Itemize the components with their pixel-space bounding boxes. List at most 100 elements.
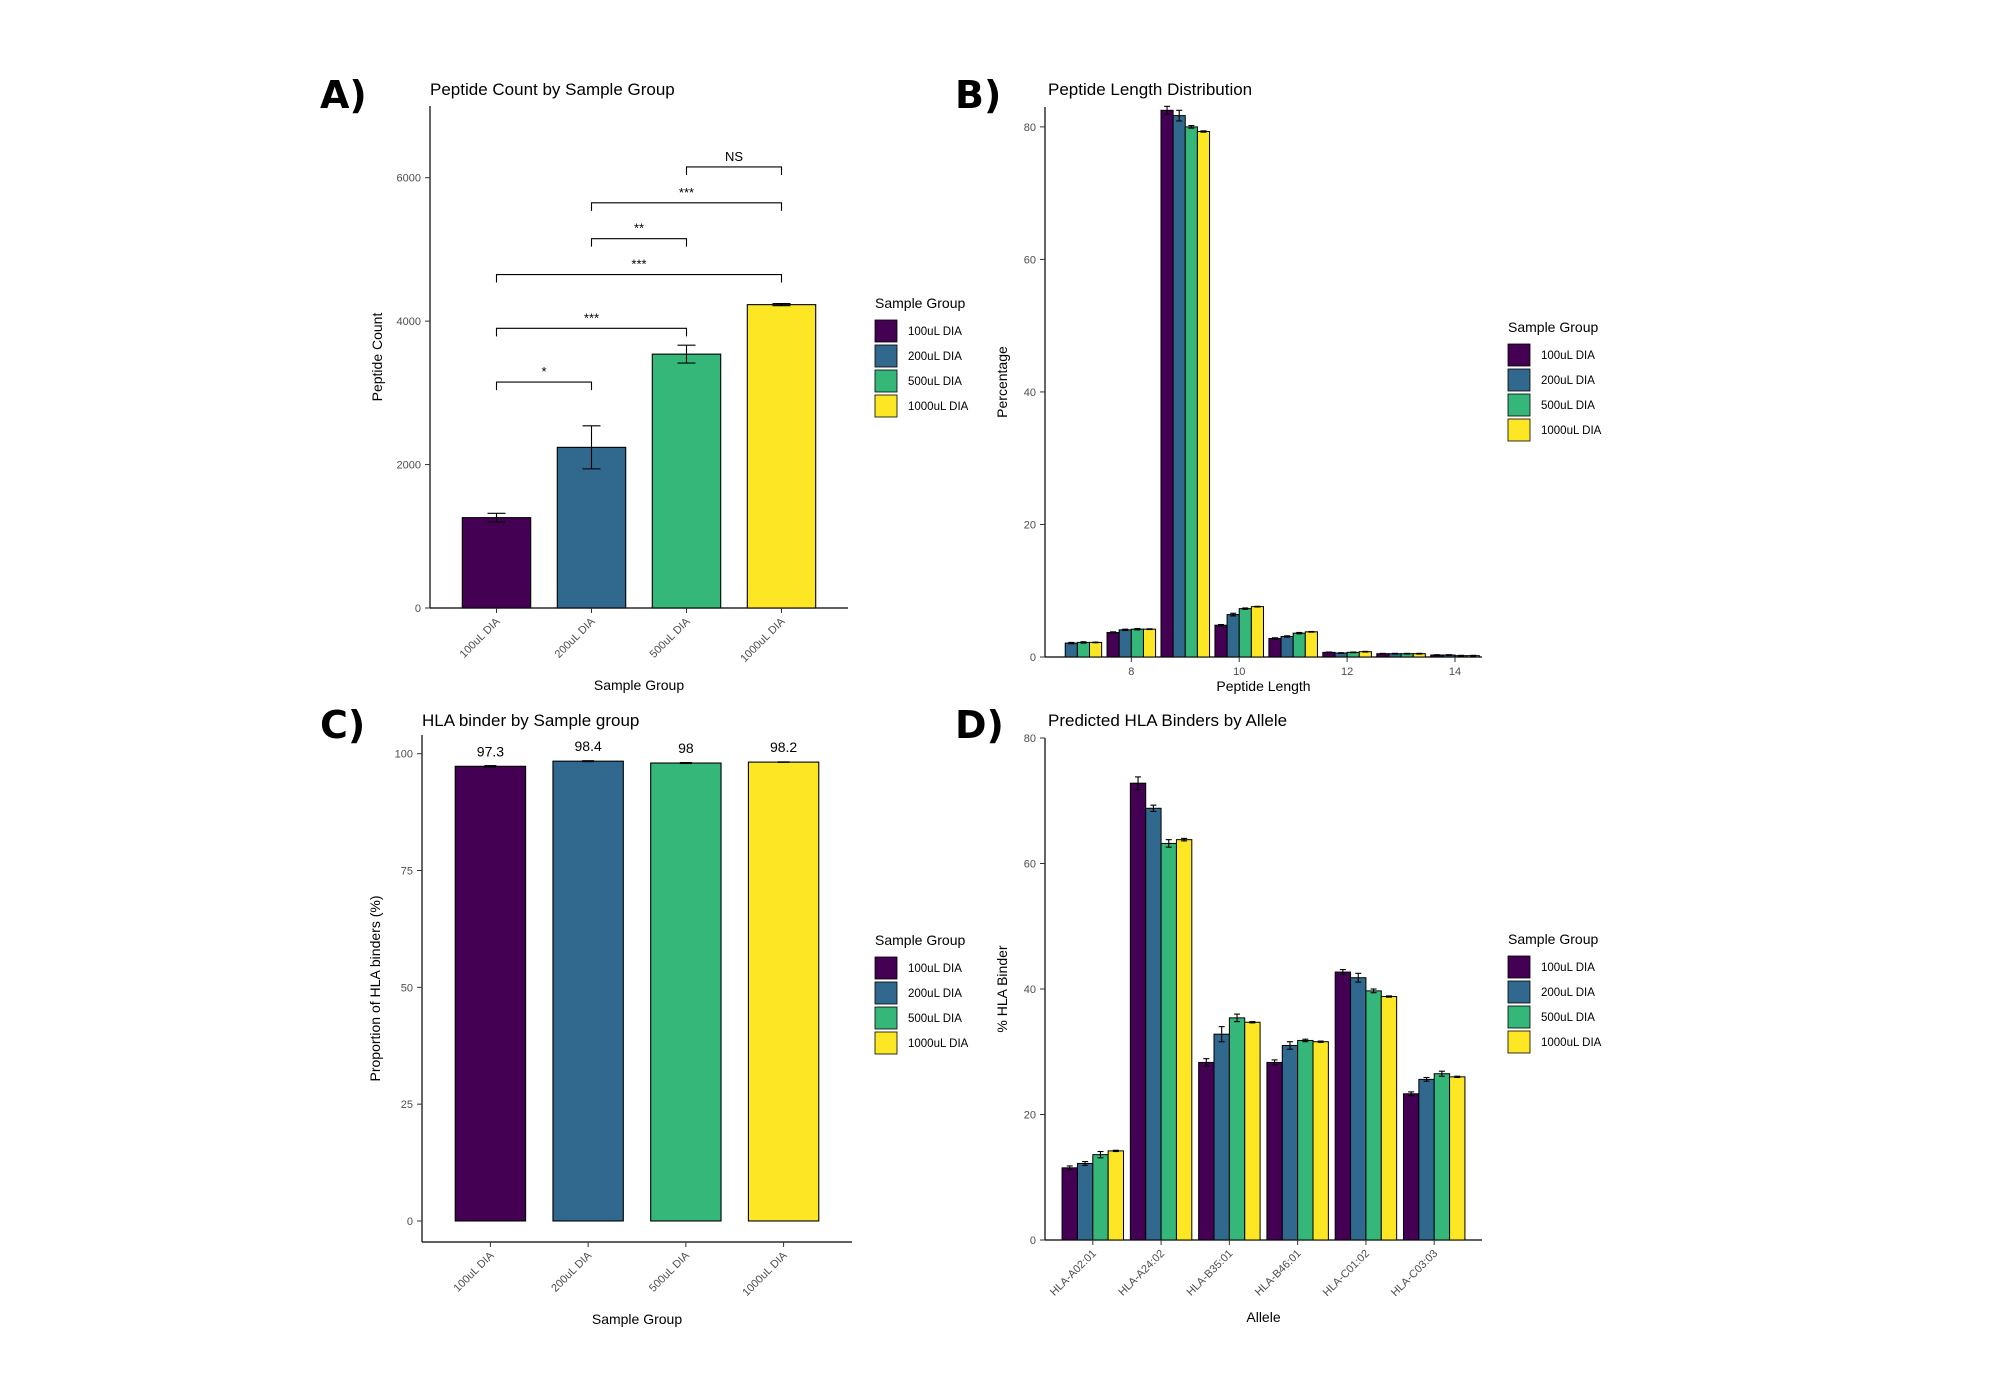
x-tick-label: HLA-C03:03	[1389, 1248, 1440, 1299]
legend-swatch	[874, 369, 898, 393]
significance-label: ***	[631, 257, 646, 272]
error-bar	[1080, 641, 1087, 644]
x-tick-label: 1000uL DIA	[738, 615, 788, 665]
error-bar	[772, 303, 791, 307]
bar	[1304, 631, 1318, 658]
bar	[1172, 115, 1186, 658]
bar	[1292, 632, 1306, 658]
error-bar	[1242, 607, 1249, 610]
legend-swatch	[1507, 955, 1531, 979]
panel-A: 0 2000 4000 6000 100uL DIA 200uL DIA 500uL DIA…	[320, 73, 969, 693]
error-bar	[1325, 651, 1332, 654]
y-tick-label: 75	[401, 866, 413, 878]
bar	[1076, 1162, 1094, 1241]
error-bar	[1445, 654, 1452, 656]
panel-D: 0 20 40 60 80 HLA-A02:01 HLA-A24:02 HLA-B35:01 H…	[955, 703, 1602, 1325]
error-bar	[1296, 631, 1303, 635]
legend-label: 1000uL DIA	[908, 401, 969, 413]
bar	[1449, 1076, 1466, 1241]
significance-bracket: NS	[685, 149, 783, 175]
data-label: 98.4	[575, 738, 602, 754]
y-tick-label: 40	[1024, 387, 1036, 399]
bar	[1145, 807, 1162, 1241]
significance-label: ***	[584, 310, 599, 325]
y-tick-label: 0	[407, 1216, 413, 1228]
x-tick-label: 200uL DIA	[553, 615, 598, 660]
bar	[1312, 1041, 1329, 1241]
x-tick-label: HLA-A02:01	[1048, 1248, 1099, 1299]
error-bar	[582, 425, 601, 470]
x-tick-label: 14	[1449, 666, 1461, 678]
error-bar	[582, 760, 595, 763]
bar	[1129, 782, 1147, 1241]
bar	[1214, 624, 1228, 658]
error-bar	[1404, 652, 1411, 655]
error-bar	[1176, 109, 1183, 122]
y-tick-label: 25	[401, 1099, 413, 1111]
error-bar	[1284, 635, 1291, 638]
x-tick-label: 8	[1128, 666, 1134, 678]
x-axis-label: Allele	[1246, 1309, 1280, 1325]
bar	[552, 760, 624, 1222]
chart-title: HLA binder by Sample group	[422, 711, 639, 730]
y-tick-label: 0	[1030, 1235, 1036, 1247]
legend-swatch	[874, 1031, 898, 1055]
panel-B: 0 20 40 60 80 8 10 12 14 B) Peptide Length Distrib…	[955, 73, 1602, 694]
legend-title: Sample Group	[875, 295, 965, 311]
significance-label: **	[634, 221, 644, 236]
significance-label: *	[541, 364, 546, 379]
error-bar	[1416, 652, 1423, 655]
panel-letter: B)	[955, 73, 1001, 117]
bar	[454, 765, 527, 1222]
legend-swatch	[1507, 1005, 1531, 1029]
y-tick-label: 50	[401, 982, 413, 994]
bar	[1130, 628, 1144, 658]
bar	[1107, 1150, 1125, 1241]
bar	[1280, 635, 1294, 658]
error-bar	[1146, 628, 1153, 631]
error-bar	[1092, 641, 1099, 644]
legend-label: 100uL DIA	[908, 963, 962, 975]
bar	[1418, 1078, 1435, 1241]
bar	[1268, 637, 1282, 658]
bar	[1089, 641, 1103, 658]
x-axis-label: Sample Group	[594, 677, 684, 693]
bar	[1433, 1073, 1451, 1241]
bar	[1250, 606, 1264, 658]
error-bar	[1218, 1026, 1225, 1043]
error-bar	[1218, 623, 1225, 627]
legend-label: 500uL DIA	[908, 376, 962, 388]
bar	[1281, 1044, 1299, 1241]
legend-swatch	[874, 319, 898, 343]
bar	[1226, 614, 1240, 658]
bar	[1350, 977, 1367, 1241]
y-tick-label: 80	[1024, 122, 1036, 134]
error-bar	[1438, 1070, 1445, 1077]
y-tick-label: 20	[1024, 1110, 1036, 1122]
legend-label: 1000uL DIA	[1541, 1037, 1602, 1049]
x-tick-label: 100uL DIA	[452, 1249, 497, 1294]
y-tick-label: 40	[1024, 984, 1036, 996]
bar	[1160, 109, 1174, 658]
bar	[1118, 629, 1132, 658]
y-axis-label: Proportion of HLA binders (%)	[367, 896, 383, 1082]
legend-label: 200uL DIA	[1541, 987, 1595, 999]
legend-label: 500uL DIA	[908, 1013, 962, 1025]
significance-bracket: ***	[495, 257, 783, 283]
legend-label: 200uL DIA	[908, 351, 962, 363]
error-bar	[1249, 1021, 1256, 1024]
y-tick-label: 80	[1024, 733, 1036, 745]
data-label: 97.3	[477, 743, 504, 759]
error-bar	[1385, 995, 1392, 998]
legend-swatch	[1507, 368, 1531, 392]
legend: Sample Group 100uL DIA 200uL DIA 500uL DIA 1…	[1507, 931, 1602, 1054]
bar	[1380, 996, 1398, 1241]
bar	[1064, 642, 1078, 658]
error-bar	[1200, 130, 1207, 133]
bar	[1076, 641, 1091, 658]
y-axis-label: % HLA Binder	[994, 945, 1010, 1032]
error-bar	[1066, 1165, 1073, 1171]
error-bar	[1454, 1075, 1461, 1079]
data-label: 98	[678, 740, 694, 756]
x-tick-label: 500uL DIA	[648, 615, 693, 660]
